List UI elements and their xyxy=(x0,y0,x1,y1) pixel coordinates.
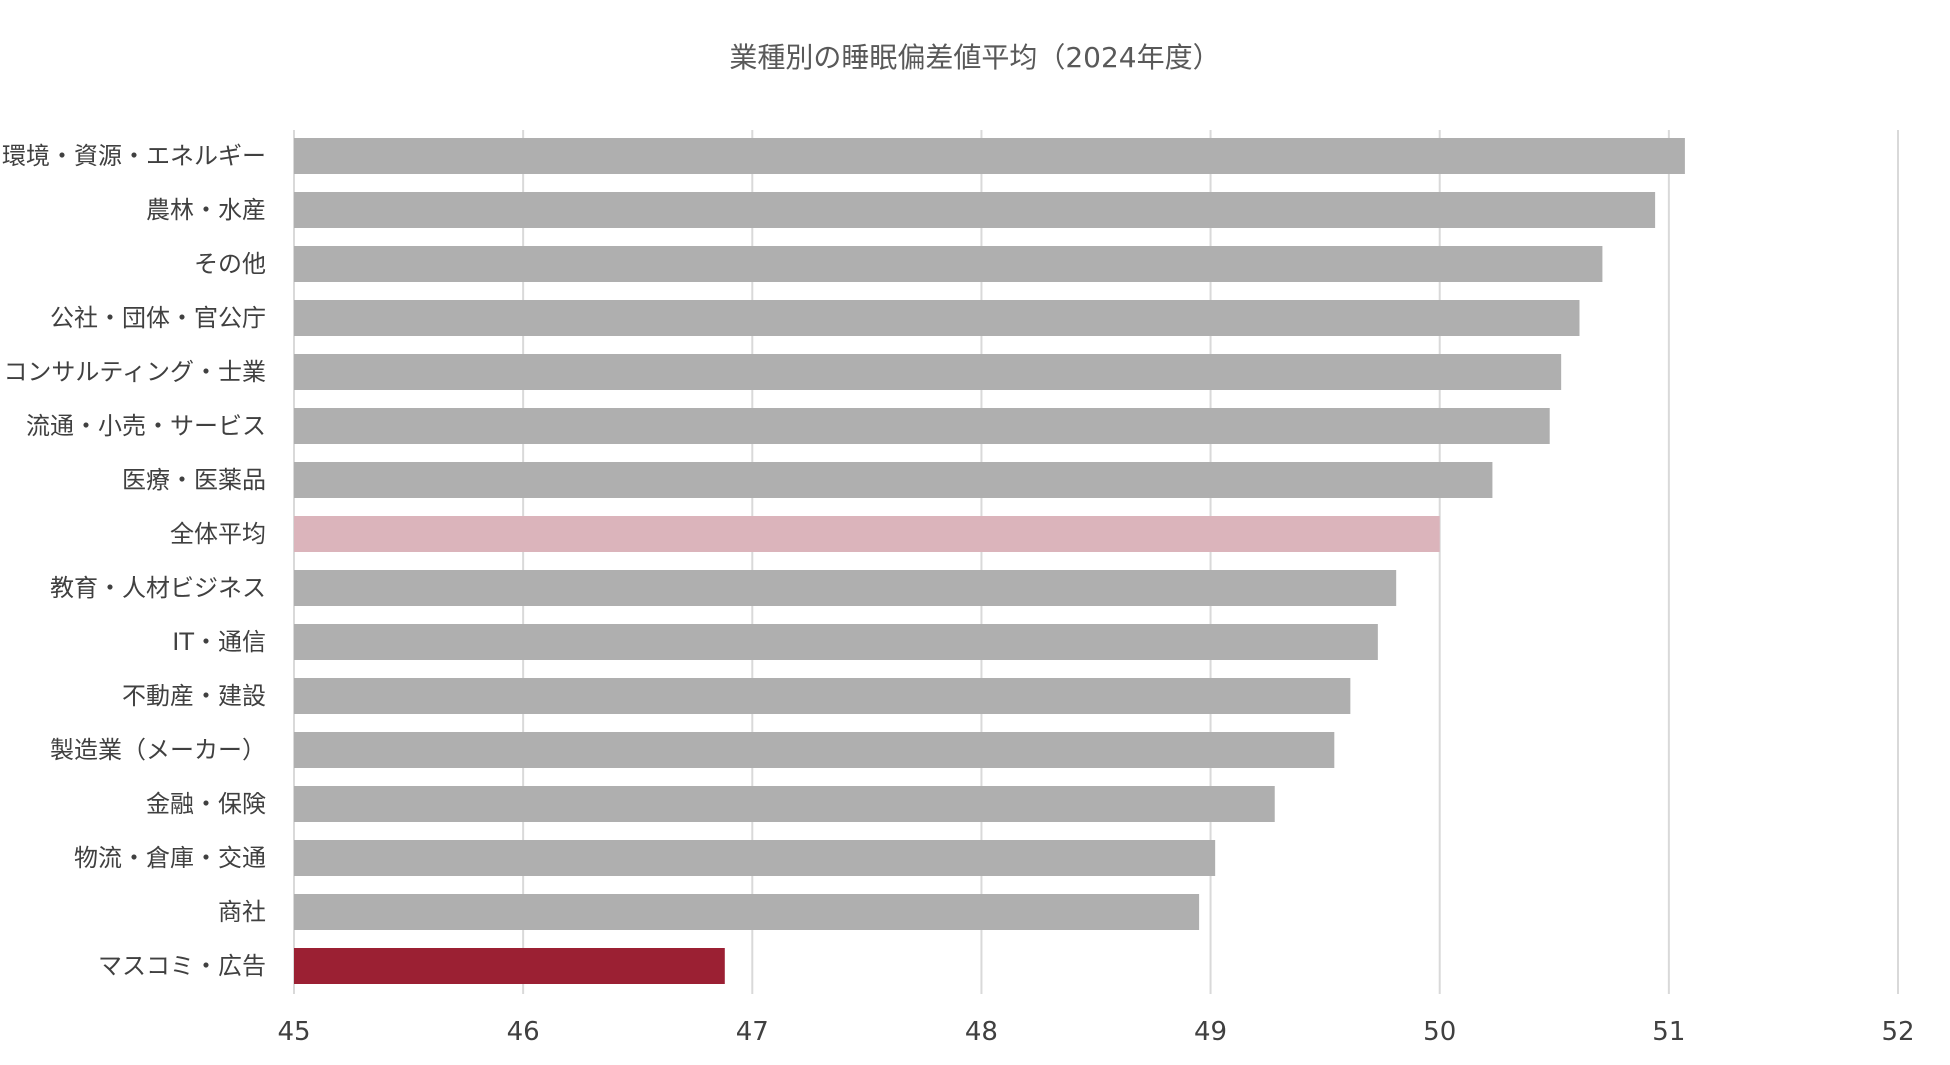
category-labels: 環境・資源・エネルギー農林・水産その他公社・団体・官公庁コンサルティング・士業流… xyxy=(2,142,266,980)
bar-14 xyxy=(294,894,1200,930)
bar-6 xyxy=(294,462,1493,498)
x-tick-label-45: 45 xyxy=(277,1017,310,1047)
chart-title: 業種別の睡眠偏差値平均（2024年度） xyxy=(729,41,1221,74)
category-label-4: コンサルティング・士業 xyxy=(3,358,266,386)
bar-8 xyxy=(294,570,1397,606)
bar-9 xyxy=(294,624,1378,660)
bar-12 xyxy=(294,786,1275,822)
category-label-8: 教育・人材ビジネス xyxy=(50,574,266,602)
category-label-1: 農林・水産 xyxy=(146,196,266,224)
bar-10 xyxy=(294,678,1351,714)
bar-2 xyxy=(294,246,1603,282)
category-label-5: 流通・小売・サービス xyxy=(26,412,266,440)
category-label-0: 環境・資源・エネルギー xyxy=(2,142,266,170)
category-label-11: 製造業（メーカー） xyxy=(50,736,266,764)
x-axis-tick-labels: 45 46 47 48 49 50 51 52 xyxy=(277,1017,1914,1047)
category-label-9: IT・通信 xyxy=(172,628,266,656)
bar-0 xyxy=(294,138,1685,174)
category-label-7: 全体平均 xyxy=(170,520,266,548)
category-label-14: 商社 xyxy=(218,898,266,926)
bar-11 xyxy=(294,732,1335,768)
category-label-3: 公社・団体・官公庁 xyxy=(50,304,266,332)
category-label-6: 医療・医薬品 xyxy=(122,466,266,494)
bars xyxy=(294,138,1685,984)
x-tick-label-51: 51 xyxy=(1652,1017,1685,1047)
x-tick-label-47: 47 xyxy=(736,1017,769,1047)
bar-15 xyxy=(294,948,725,984)
category-label-12: 金融・保険 xyxy=(146,790,266,818)
bar-3 xyxy=(294,300,1580,336)
category-label-15: マスコミ・広告 xyxy=(98,952,266,980)
bar-7 xyxy=(294,516,1440,552)
x-tick-label-52: 52 xyxy=(1881,1017,1914,1047)
bar-13 xyxy=(294,840,1216,876)
x-tick-label-50: 50 xyxy=(1423,1017,1456,1047)
x-tick-label-46: 46 xyxy=(507,1017,540,1047)
category-label-2: その他 xyxy=(194,250,266,278)
x-tick-label-49: 49 xyxy=(1194,1017,1227,1047)
bar-1 xyxy=(294,192,1656,228)
x-tick-label-48: 48 xyxy=(965,1017,998,1047)
category-label-10: 不動産・建設 xyxy=(122,682,266,710)
bar-4 xyxy=(294,354,1562,390)
category-label-13: 物流・倉庫・交通 xyxy=(74,844,266,872)
bar-5 xyxy=(294,408,1550,444)
